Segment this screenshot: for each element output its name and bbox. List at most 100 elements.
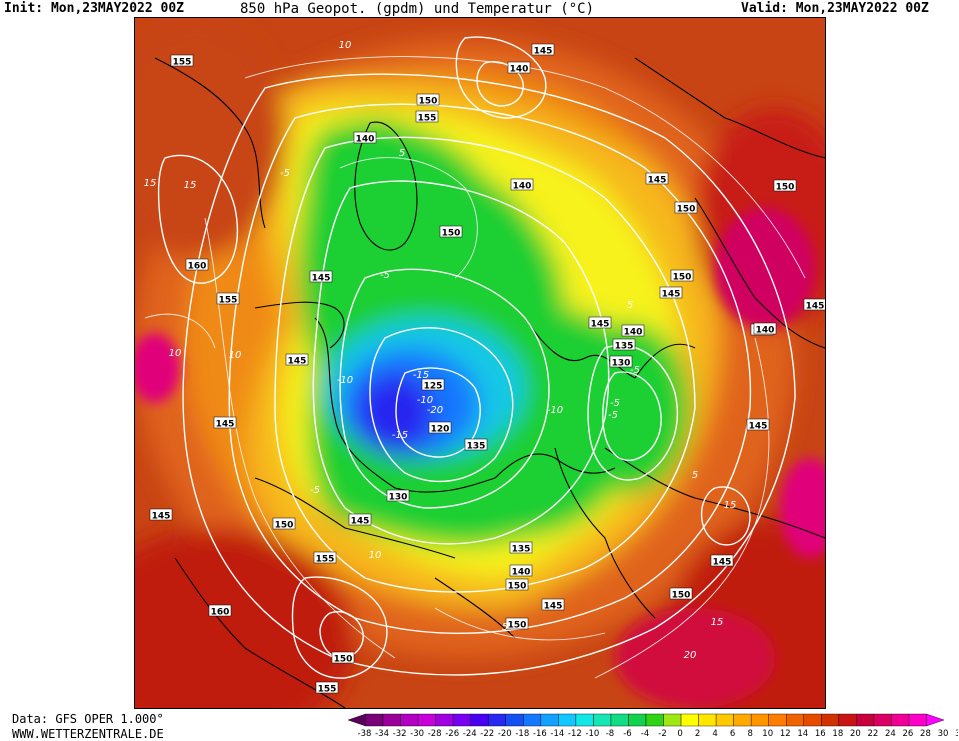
temperature-label: -15 <box>413 370 429 381</box>
colorbar-swatch <box>610 713 629 727</box>
geopotential-label: 135 <box>612 338 636 352</box>
colorbar-tick-label: -26 <box>445 729 459 739</box>
map-title: 850 hPa Geopot. (gpdm) und Temperatur (°… <box>240 1 595 17</box>
svg-text:140: 140 <box>513 182 532 192</box>
geopotential-label: 140 <box>507 61 531 75</box>
geopotential-label: 140 <box>509 564 533 578</box>
geopotential-label: 150 <box>505 617 529 631</box>
colorbar-swatch <box>733 713 752 727</box>
valid-time: Valid: Mon,23MAY2022 00Z <box>741 1 929 16</box>
temperature-label: -5 <box>380 270 390 281</box>
temperature-label: -5 <box>280 168 290 179</box>
geopotential-label: 145 <box>213 416 237 430</box>
colorbar-tick-label: 26 <box>903 729 914 739</box>
svg-text:135: 135 <box>615 342 634 352</box>
geopotential-label: 150 <box>670 269 694 283</box>
colorbar-tick-label: 8 <box>747 729 752 739</box>
svg-text:135: 135 <box>467 442 486 452</box>
colorbar-tick-label: -4 <box>641 729 649 739</box>
colorbar-swatch <box>347 713 366 727</box>
colorbar-swatch <box>452 713 471 727</box>
geopotential-label: 140 <box>510 178 534 192</box>
geopotential-label: 145 <box>285 353 309 367</box>
svg-text:145: 145 <box>152 512 171 522</box>
colorbar-swatch <box>628 713 647 727</box>
temperature-label: -10 <box>417 395 433 406</box>
colorbar-swatch <box>575 713 594 727</box>
website: WWW.WETTERZENTRALE.DE <box>12 727 164 741</box>
colorbar-tick-label: 22 <box>867 729 878 739</box>
colorbar-swatch <box>558 713 577 727</box>
colorbar-tick-label: -24 <box>463 729 477 739</box>
svg-text:140: 140 <box>624 328 643 338</box>
svg-text:155: 155 <box>318 685 337 695</box>
temperature-label: -5 <box>630 365 640 376</box>
colorbar-swatch <box>382 713 401 727</box>
svg-text:135: 135 <box>512 545 531 555</box>
colorbar-tick-label: -22 <box>480 729 494 739</box>
colorbar-swatch <box>593 713 612 727</box>
geopotential-label: 155 <box>415 110 439 124</box>
temperature-label: -5 <box>608 410 618 421</box>
geopotential-label: 150 <box>674 201 698 215</box>
geopotential-label: 140 <box>753 322 777 336</box>
svg-text:150: 150 <box>419 97 438 107</box>
temperature-label: 5 <box>627 300 633 311</box>
geopotential-label: 125 <box>421 378 445 392</box>
geopotential-label: 130 <box>609 355 633 369</box>
colorbar-tick-label: 16 <box>815 729 826 739</box>
geopotential-label: 145 <box>588 316 612 330</box>
colorbar-tick-label: 12 <box>780 729 791 739</box>
colorbar-tick-label: 28 <box>920 729 931 739</box>
temperature-label: -10 <box>547 405 563 416</box>
svg-text:145: 145 <box>648 176 667 186</box>
temperature-colorbar: -38 -34 -32 -30 -28 -26 -24 -22 -20 -18 -16 -14 -12-… <box>347 713 958 739</box>
colorbar-swatch <box>365 713 384 727</box>
geopotential-label: 145 <box>645 172 669 186</box>
geopotential-label: 140 <box>621 324 645 338</box>
svg-text:155: 155 <box>316 555 335 565</box>
svg-text:145: 145 <box>591 320 610 330</box>
colorbar-tick-label: -12 <box>568 729 582 739</box>
temperature-label: 5 <box>502 622 508 633</box>
colorbar-tick-label: 24 <box>885 729 896 739</box>
colorbar-swatch <box>435 713 454 727</box>
temperature-label: -10 <box>337 375 353 386</box>
svg-text:150: 150 <box>508 621 527 631</box>
svg-text:125: 125 <box>424 382 443 392</box>
svg-text:155: 155 <box>418 114 437 124</box>
colorbar-tick-label: 4 <box>712 729 717 739</box>
geopotential-label: 160 <box>208 604 232 618</box>
colorbar-swatch <box>488 713 506 727</box>
svg-text:145: 145 <box>534 47 553 57</box>
colorbar-tick-label: 18 <box>832 729 843 739</box>
geopotential-label: 155 <box>170 54 194 68</box>
geopotential-label: 145 <box>746 418 770 432</box>
colorbar-tick-label: 6 <box>730 729 735 739</box>
temperature-label: -20 <box>427 405 443 416</box>
colorbar-swatch <box>750 713 769 727</box>
hot-spots <box>135 208 825 708</box>
geopotential-label: 145 <box>348 513 372 527</box>
svg-text:145: 145 <box>351 517 370 527</box>
colorbar-tick-label: -20 <box>498 729 512 739</box>
geopotential-label: 150 <box>773 179 797 193</box>
colorbar-tick-label: 0 <box>677 729 682 739</box>
colorbar-tick-label: -10 <box>585 729 599 739</box>
data-source: Data: GFS OPER 1.000° <box>12 712 164 726</box>
svg-text:145: 145 <box>288 357 307 367</box>
svg-text:140: 140 <box>512 568 531 578</box>
colorbar-tick-label: 20 <box>850 729 861 739</box>
colorbar-swatch <box>523 713 542 727</box>
svg-text:150: 150 <box>776 183 795 193</box>
geopotential-label: 145 <box>710 554 734 568</box>
geopotential-label: 130 <box>386 489 410 503</box>
geopotential-label: 145 <box>531 43 555 57</box>
colorbar-tick-label: -34 <box>375 729 389 739</box>
svg-text:130: 130 <box>389 493 408 503</box>
colorbar-swatch <box>400 713 419 727</box>
geopotential-label: 135 <box>464 438 488 452</box>
svg-text:120: 120 <box>431 425 450 435</box>
geopotential-label: 135 <box>509 541 533 555</box>
